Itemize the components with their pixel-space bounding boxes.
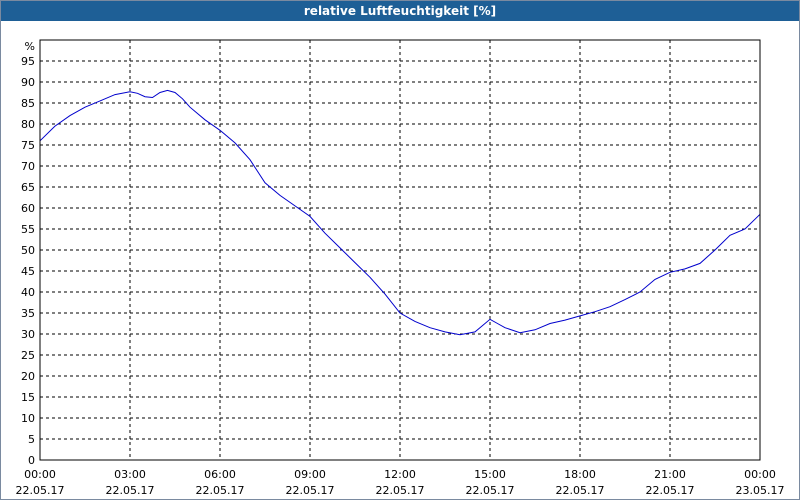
- x-tick-time-label: 06:00: [204, 468, 236, 481]
- y-tick-label: 25: [21, 349, 35, 362]
- y-tick-label: 75: [21, 139, 35, 152]
- series-group: [39, 89, 761, 336]
- y-tick-label: 45: [21, 265, 35, 278]
- x-tick-time-label: 00:00: [744, 468, 776, 481]
- y-tick-label: 85: [21, 97, 35, 110]
- y-tick-label: 80: [21, 118, 35, 131]
- x-tick-date-label: 22.05.17: [106, 484, 155, 497]
- y-tick-label: 95: [21, 55, 35, 68]
- y-tick-label: 55: [21, 223, 35, 236]
- y-axis-unit-label: %: [25, 40, 35, 53]
- x-tick-time-label: 18:00: [564, 468, 596, 481]
- y-tick-label: 90: [21, 76, 35, 89]
- y-axis-ticks: 0 5 10 15 20 25 30 35 40 45 50 55 60 65 70 75 80 85 90 95: [21, 55, 35, 467]
- y-tick-label: 5: [28, 433, 35, 446]
- y-tick-label: 30: [21, 328, 35, 341]
- y-tick-label: 60: [21, 202, 35, 215]
- x-tick-date-label: 22.05.17: [646, 484, 695, 497]
- x-tick-date-label: 22.05.17: [196, 484, 245, 497]
- x-tick-time-label: 03:00: [114, 468, 146, 481]
- y-tick-label: 10: [21, 412, 35, 425]
- x-tick-time-label: 00:00: [24, 468, 56, 481]
- y-tick-label: 35: [21, 307, 35, 320]
- plot-area-border: [39, 39, 761, 461]
- x-tick-time-label: 09:00: [294, 468, 326, 481]
- x-tick-date-label: 22.05.17: [376, 484, 425, 497]
- x-tick-date-label: 22.05.17: [16, 484, 65, 497]
- y-tick-label: 50: [21, 244, 35, 257]
- y-tick-label: 40: [21, 286, 35, 299]
- y-tick-label: 0: [28, 454, 35, 467]
- y-tick-label: 65: [21, 181, 35, 194]
- x-tick-date-label: 22.05.17: [286, 484, 335, 497]
- chart-title-bar: relative Luftfeuchtigkeit [%]: [1, 1, 799, 21]
- x-tick-date-label: 22.05.17: [556, 484, 605, 497]
- y-tick-label: 70: [21, 160, 35, 173]
- x-tick-date-label: 23.05.17: [736, 484, 785, 497]
- chart-title: relative Luftfeuchtigkeit [%]: [303, 4, 497, 18]
- x-tick-time-label: 15:00: [474, 468, 506, 481]
- x-axis-ticks: 00:00 22.05.17 03:00 22.05.17 06:00 22.05.17 0…: [16, 468, 785, 497]
- x-tick-time-label: 21:00: [654, 468, 686, 481]
- y-tick-label: 15: [21, 391, 35, 404]
- humidity-series-line: [39, 89, 761, 336]
- y-tick-label: 20: [21, 370, 35, 383]
- grid-lines: [40, 40, 760, 460]
- x-tick-date-label: 22.05.17: [466, 484, 515, 497]
- x-tick-time-label: 12:00: [384, 468, 416, 481]
